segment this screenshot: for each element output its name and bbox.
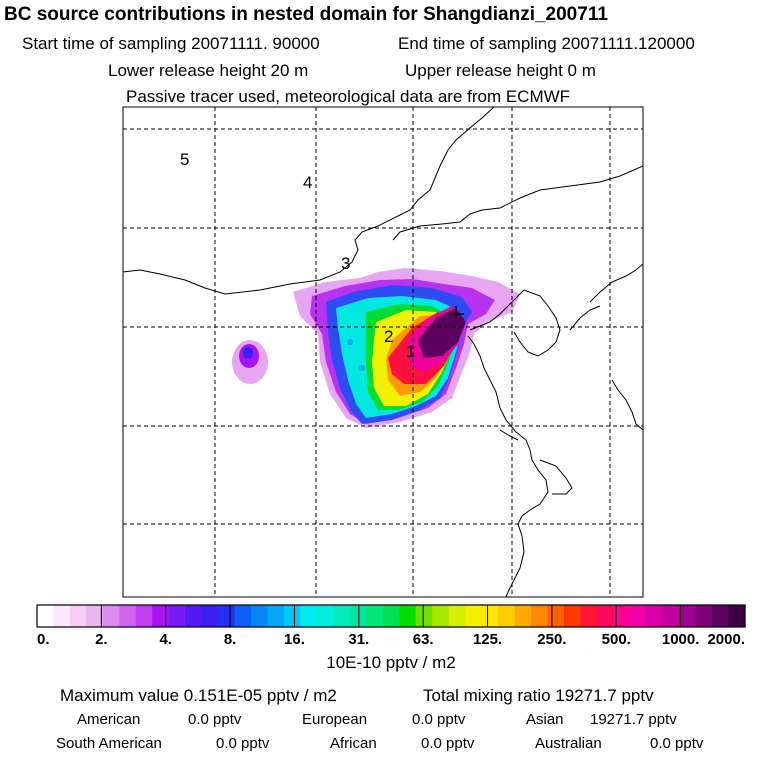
colorbar-swatch [498, 605, 516, 627]
colorbar-swatch [316, 605, 334, 627]
colorbar-swatch [432, 605, 450, 627]
colorbar-tick-label: 250. [537, 631, 566, 648]
region-south-american-label: South American [56, 735, 162, 752]
region-american-label: American [77, 711, 141, 728]
colorbar-tick-label: 2. [95, 631, 108, 648]
plume-speck [347, 339, 353, 345]
coastlines [123, 107, 643, 597]
colorbar-swatch [382, 605, 400, 627]
colorbar-swatch [530, 605, 549, 627]
plume-layer-peak [418, 308, 466, 358]
colorbar-swatch [152, 605, 170, 627]
colorbar-swatch [465, 605, 483, 627]
colorbar-swatch [596, 605, 614, 627]
colorbar-unit-label: 10E-10 pptv / m2 [326, 653, 455, 672]
colorbar-swatch [448, 605, 466, 627]
plume-patch-core [243, 347, 253, 359]
colorbar-swatch [267, 605, 285, 627]
colorbar-swatch [37, 605, 55, 627]
colorbar-swatch [218, 605, 236, 627]
colorbar-swatch [662, 605, 680, 627]
colorbar-tick-label: 0. [37, 631, 50, 648]
colorbar-swatch [333, 605, 351, 627]
colorbar-swatch [53, 605, 71, 627]
colorbar-swatch [168, 605, 186, 627]
colorbar-tick-label: 16. [284, 631, 305, 648]
colorbar-frame [36, 604, 746, 628]
region-australian-value: 0.0 pptv [650, 735, 704, 752]
colorbar-swatch [185, 605, 203, 627]
region-labels: 5 4 3 2 1 [180, 150, 415, 361]
colorbar-swatch [283, 605, 302, 627]
region-label-5: 5 [180, 150, 189, 169]
region-label-2: 2 [384, 327, 393, 346]
total-mixing-label: Total mixing ratio 19271.7 pptv [423, 686, 654, 705]
colorbar-swatch [481, 605, 499, 627]
region-australian-label: Australian [535, 735, 602, 752]
region-label-1: 1 [406, 342, 415, 361]
colorbar-swatch [629, 605, 647, 627]
colorbar-swatch [102, 605, 120, 627]
max-value-label: Maximum value 0.151E-05 pptv / m2 [60, 686, 337, 705]
colorbar-swatch [613, 605, 631, 627]
colorbar-tick-label: 8. [224, 631, 237, 648]
colorbar-tick-label: 63. [413, 631, 434, 648]
receptor-marker [448, 306, 464, 322]
colorbar-tick-label: 500. [602, 631, 631, 648]
colorbar-swatch [712, 605, 730, 627]
region-label-4: 4 [303, 173, 312, 192]
colorbar-swatch [234, 605, 252, 627]
colorbar-swatch [646, 605, 664, 627]
colorbar-swatch [399, 605, 417, 627]
colorbar-swatch [580, 605, 598, 627]
upper-release-height-label: Upper release height 0 m [405, 61, 596, 80]
colorbar-swatch [300, 605, 318, 627]
plume-speck [359, 365, 365, 371]
colorbar-tick-label: 125. [473, 631, 502, 648]
colorbar-tick-label: 1000. [662, 631, 700, 648]
colorbar-swatch [366, 605, 384, 627]
colorbar-tick-label: 31. [348, 631, 369, 648]
colorbar-swatch [563, 605, 581, 627]
map-frame [122, 106, 644, 598]
tracer-info-label: Passive tracer used, meteorological data… [126, 87, 571, 106]
colorbar-swatch [86, 605, 104, 627]
colorbar-tick-label: 2000. [707, 631, 745, 648]
end-time-label: End time of sampling 20071111.120000 [398, 34, 695, 53]
region-label-3: 3 [341, 254, 350, 273]
region-african-label: African [330, 735, 377, 752]
colorbar-swatch [135, 605, 153, 627]
colorbar-swatch [251, 605, 269, 627]
colorbar-swatch [547, 605, 565, 627]
colorbar-tick-label: 4. [159, 631, 172, 648]
colorbar-swatch [201, 605, 219, 627]
region-south-american-value: 0.0 pptv [216, 735, 270, 752]
colorbar-swatch [679, 605, 697, 627]
colorbar-swatch [514, 605, 532, 627]
start-time-label: Start time of sampling 20071111. 90000 [22, 34, 320, 53]
lower-release-height-label: Lower release height 20 m [108, 61, 309, 80]
plume [232, 268, 520, 428]
region-asian-label: Asian [526, 711, 564, 728]
colorbar-swatch [415, 605, 433, 627]
colorbar-swatch [69, 605, 87, 627]
map-gridlines [123, 107, 643, 597]
region-european-value: 0.0 pptv [412, 711, 466, 728]
colorbar [37, 605, 746, 627]
region-european-label: European [302, 711, 368, 728]
region-american-value: 0.0 pptv [188, 711, 242, 728]
chart-title: BC source contributions in nested domain… [4, 4, 608, 25]
colorbar-swatch [119, 605, 137, 627]
region-asian-value: 19271.7 pptv [590, 711, 677, 728]
region-african-value: 0.0 pptv [421, 735, 475, 752]
colorbar-swatch [695, 605, 713, 627]
colorbar-swatch [728, 605, 746, 627]
colorbar-ticks: 0. 2. 4. 8. 16. 31. 63. 125. 250. 500. 1000. 2000. [37, 631, 745, 648]
map-area: 5 4 3 2 1 [123, 107, 643, 597]
